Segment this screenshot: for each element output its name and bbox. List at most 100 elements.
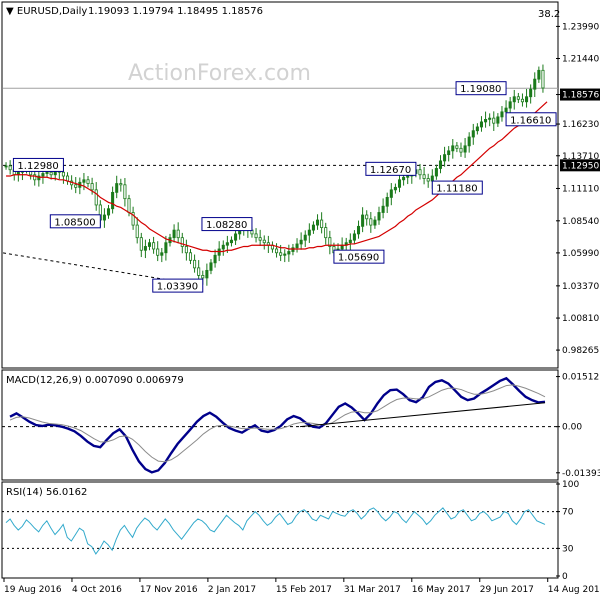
candle xyxy=(119,178,123,192)
candle xyxy=(525,88,529,108)
candle xyxy=(143,239,147,259)
candle-body xyxy=(37,175,41,181)
candle-body xyxy=(406,175,410,178)
rsi-line xyxy=(5,507,546,555)
candle xyxy=(348,233,352,251)
candle xyxy=(147,238,152,251)
candle-body xyxy=(111,191,115,210)
rsi-y-axis: 100 70 30 0 xyxy=(556,480,579,582)
candle-body xyxy=(123,184,127,200)
candle xyxy=(516,92,520,104)
y-tick-label: 1.16230 xyxy=(562,120,599,130)
candle-body xyxy=(45,171,49,174)
candle-body xyxy=(316,219,320,226)
candle xyxy=(184,239,188,261)
candle-body xyxy=(529,88,533,98)
macd-y-axis: 0.01512 0.00 -0.01393 xyxy=(556,373,600,479)
candle xyxy=(496,113,500,127)
candle-body xyxy=(188,252,193,261)
candle xyxy=(356,220,361,239)
chart-symbol-label: ▼ EURUSD,Daily xyxy=(6,6,87,17)
y-tick-label: 1.05990 xyxy=(562,249,599,259)
candle-body xyxy=(160,252,164,256)
annotation-label: 1.12670 xyxy=(370,165,411,176)
candle-body xyxy=(115,183,119,193)
candle xyxy=(311,221,315,234)
candle-body xyxy=(541,69,545,89)
ohlc-values: 1.19093 1.19794 1.18495 1.18576 xyxy=(88,6,263,17)
candle-body xyxy=(369,218,373,226)
macd-y-tick-label: -0.01393 xyxy=(562,469,600,479)
price-annotation: 1.08280 xyxy=(201,217,253,232)
annotation-label: 1.12980 xyxy=(17,161,58,172)
candle xyxy=(123,178,127,207)
rsi-y-tick-label: 70 xyxy=(562,508,574,518)
candle xyxy=(94,182,98,211)
x-tick-label: 16 May 2017 xyxy=(412,585,471,595)
candle-body xyxy=(119,183,123,186)
candle-body xyxy=(8,165,12,171)
level-tag-label: 1.12950 xyxy=(562,161,599,171)
candle xyxy=(316,214,320,230)
candle xyxy=(139,232,143,258)
candle xyxy=(221,240,225,256)
candle-body xyxy=(303,234,307,241)
candle-body xyxy=(209,262,213,271)
candle-body xyxy=(291,247,295,252)
y-tick-label: 1.21440 xyxy=(562,55,599,65)
candle-body xyxy=(86,179,90,184)
candles xyxy=(4,64,545,286)
candle-body xyxy=(49,171,53,176)
candle-body xyxy=(430,175,434,182)
candle-body xyxy=(254,233,258,239)
y-tick-label: 0.98265 xyxy=(562,346,599,356)
level-tag xyxy=(560,159,600,172)
x-tick-label: 19 Aug 2016 xyxy=(4,585,62,595)
candle xyxy=(438,155,443,174)
candle xyxy=(434,164,438,180)
annotation-box xyxy=(365,161,417,176)
corner-value: 38.2 xyxy=(538,9,560,20)
candle-body xyxy=(41,173,45,177)
candle xyxy=(4,162,8,170)
candle-body xyxy=(484,118,488,123)
candle-body xyxy=(279,252,283,256)
macd-panel-frame xyxy=(1,369,559,481)
candle xyxy=(459,142,463,157)
macd-main-line xyxy=(9,376,546,474)
candle-body xyxy=(492,117,496,124)
candle xyxy=(443,146,447,167)
candle xyxy=(422,166,426,185)
candle-body xyxy=(447,150,451,156)
annotation-box xyxy=(152,278,204,293)
candle xyxy=(307,223,311,243)
x-tick-label: 14 Aug 2017 xyxy=(548,585,600,595)
candle xyxy=(90,177,94,195)
candle xyxy=(385,192,389,214)
candle-body xyxy=(131,212,135,226)
rsi-panel-frame xyxy=(1,481,559,579)
candle xyxy=(389,183,393,206)
y-tick-label: 1.08540 xyxy=(562,217,599,227)
candle xyxy=(393,183,397,194)
candle-body xyxy=(74,184,78,188)
candle xyxy=(377,206,381,225)
candle-body xyxy=(533,78,537,90)
macd-signal-line xyxy=(9,384,546,463)
rsi-title: RSI(14) 56.0162 xyxy=(6,487,87,498)
candle-body xyxy=(221,244,225,250)
price-annotation: 1.12670 xyxy=(365,161,417,176)
candle xyxy=(365,210,369,226)
candle-body xyxy=(217,248,221,256)
sma-series xyxy=(6,101,548,253)
x-tick-label: 29 Jun 2017 xyxy=(480,585,534,595)
candle-body xyxy=(508,101,512,109)
rsi-y-tick-label: 30 xyxy=(562,544,574,554)
candle-body xyxy=(258,237,262,241)
candle-body xyxy=(147,242,152,247)
candle xyxy=(152,236,156,254)
candle-body xyxy=(164,242,168,254)
candle-body xyxy=(475,126,479,132)
candle-body xyxy=(393,186,397,191)
